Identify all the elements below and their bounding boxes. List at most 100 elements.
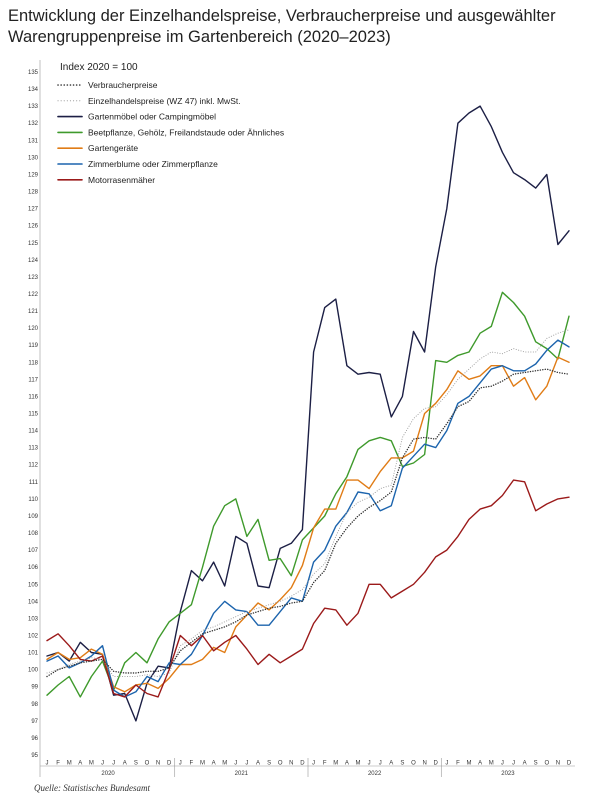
x-month-label: M [222, 761, 227, 767]
x-month-label: J [101, 761, 104, 767]
series-line [46, 479, 570, 698]
series-line [46, 105, 570, 722]
x-month-label: O [278, 761, 283, 767]
x-month-label: M [67, 761, 72, 767]
x-month-label: M [467, 761, 472, 767]
x-year-label: 2020 [101, 771, 115, 777]
x-month-label: J [46, 761, 49, 767]
legend-label: Motorrasenmäher [88, 175, 155, 185]
y-tick-label: 131 [28, 138, 39, 144]
y-tick-label: 106 [28, 565, 39, 571]
x-month-label: J [179, 761, 182, 767]
index-note: Index 2020 = 100 [60, 62, 138, 73]
y-tick-label: 99 [31, 685, 38, 691]
x-year-label: 2023 [501, 771, 515, 777]
y-tick-label: 132 [28, 121, 39, 127]
x-month-label: A [389, 761, 393, 767]
x-month-label: J [501, 761, 504, 767]
source-note: Quelle: Statistisches Bundesamt [34, 783, 150, 793]
x-month-label: J [245, 761, 248, 767]
y-tick-label: 119 [28, 343, 38, 349]
x-month-label: D [434, 761, 439, 767]
y-tick-label: 128 [28, 190, 39, 196]
y-tick-label: 103 [28, 616, 39, 622]
x-month-label: O [544, 761, 549, 767]
y-tick-label: 127 [28, 207, 39, 213]
y-tick-label: 130 [28, 155, 39, 161]
x-month-label: A [523, 761, 527, 767]
chart-title-line-2: Warengruppenpreise im Gartenbereich (202… [8, 28, 391, 46]
x-month-label: F [190, 761, 194, 767]
y-tick-label: 123 [28, 275, 39, 281]
x-month-label: S [134, 761, 138, 767]
x-month-label: M [200, 761, 205, 767]
y-tick-label: 104 [28, 599, 39, 605]
x-month-label: J [368, 761, 371, 767]
x-month-label: S [267, 761, 271, 767]
y-tick-label: 135 [28, 70, 39, 76]
y-tick-label: 96 [31, 736, 38, 742]
x-month-label: A [345, 761, 349, 767]
x-month-label: D [567, 761, 572, 767]
y-tick-label: 114 [28, 429, 38, 435]
x-month-label: J [312, 761, 315, 767]
y-tick-label: 105 [28, 582, 39, 588]
x-year-label: 2022 [368, 771, 382, 777]
series-line [46, 329, 570, 677]
x-month-label: N [289, 761, 293, 767]
y-tick-label: 121 [28, 309, 39, 315]
y-tick-label: 125 [28, 241, 39, 247]
x-month-label: J [445, 761, 448, 767]
x-month-label: A [256, 761, 260, 767]
y-tick-label: 110 [28, 497, 38, 503]
y-tick-label: 97 [31, 719, 38, 725]
x-year-label: 2021 [235, 771, 249, 777]
y-tick-label: 102 [28, 633, 39, 639]
x-month-label: J [379, 761, 382, 767]
y-tick-label: 117 [28, 377, 38, 383]
legend-label: Einzelhandelspreise (WZ 47) inkl. MwSt. [88, 96, 241, 106]
y-tick-label: 122 [28, 292, 39, 298]
x-month-label: S [400, 761, 404, 767]
y-tick-label: 124 [28, 258, 39, 264]
x-month-label: A [78, 761, 82, 767]
y-tick-label: 100 [28, 668, 39, 674]
x-month-label: N [556, 761, 560, 767]
x-month-label: A [212, 761, 216, 767]
x-month-label: N [156, 761, 160, 767]
x-month-label: O [145, 761, 150, 767]
y-tick-label: 112 [28, 463, 38, 469]
x-month-label: M [89, 761, 94, 767]
y-tick-label: 108 [28, 531, 39, 537]
x-month-label: S [534, 761, 538, 767]
legend-label: Gartengeräte [88, 143, 138, 153]
chart-title: Entwicklung der Einzelhandelspreise, Ver… [8, 6, 588, 48]
x-month-label: M [333, 761, 338, 767]
y-tick-label: 101 [28, 651, 39, 657]
y-tick-label: 133 [28, 104, 39, 110]
x-month-label: A [478, 761, 482, 767]
x-month-label: F [323, 761, 327, 767]
x-month-label: O [411, 761, 416, 767]
legend-label: Beetpflanze, Gehölz, Freilandstaude oder… [88, 127, 284, 137]
y-tick-label: 115 [28, 412, 38, 418]
y-tick-label: 134 [28, 87, 39, 93]
series-line [46, 339, 570, 698]
y-tick-label: 113 [28, 446, 38, 452]
x-month-label: D [167, 761, 172, 767]
x-month-label: N [422, 761, 426, 767]
y-tick-label: 111 [29, 480, 39, 486]
x-month-label: M [355, 761, 360, 767]
x-month-label: F [56, 761, 60, 767]
legend-label: Zimmerblume oder Zimmerpflanze [88, 159, 218, 169]
y-tick-label: 116 [28, 394, 38, 400]
series-line [46, 291, 570, 698]
y-tick-label: 109 [28, 514, 39, 520]
x-month-label: J [234, 761, 237, 767]
y-tick-label: 129 [28, 172, 39, 178]
y-tick-label: 126 [28, 224, 39, 230]
y-tick-label: 118 [28, 360, 38, 366]
x-month-label: J [112, 761, 115, 767]
series-line [46, 356, 570, 693]
